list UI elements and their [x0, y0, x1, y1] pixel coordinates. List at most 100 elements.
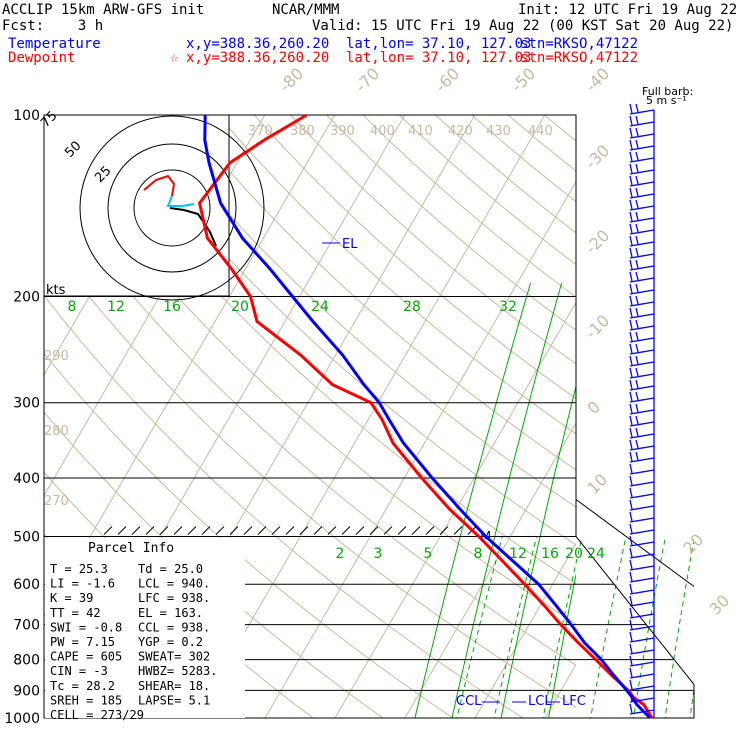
slant-edge: [575, 499, 695, 587]
wind-barbs: Full barb:5 m s⁻¹: [629, 85, 693, 718]
parcel-info-left: CELL = 273/29: [50, 708, 144, 722]
hatch-tick: [425, 526, 435, 535]
dry-adiabat-line: [253, 115, 576, 400]
wind-barb-staff: [629, 649, 655, 655]
isotherm-label: -30: [581, 141, 613, 173]
wind-barb-flag: [629, 175, 633, 186]
mixing-ratio-label: 32: [499, 299, 517, 315]
parcel-info-box: Parcel Info T = 25.3 Td = 25.0 LI = -1.6 LCL…: [45, 538, 245, 722]
theta-label: 380: [290, 124, 315, 139]
wind-barb-flag: [629, 223, 633, 234]
wind-barb-flag: [635, 307, 639, 317]
isotherm-label: -20: [581, 226, 613, 258]
isotherm-label: -70: [351, 64, 383, 96]
isotherm-label: 10: [583, 470, 611, 498]
parcel-info-left: K = 39: [50, 591, 93, 605]
wind-barb-staff: [629, 493, 655, 499]
wind-barb-flag: [629, 559, 633, 570]
wind-barb-flag: [629, 139, 633, 150]
wind-barb-flag: [635, 367, 639, 377]
parcel-info-left: T = 25.3: [50, 562, 108, 576]
isotherm-label: 30: [705, 591, 733, 619]
isotherm-label: -10: [581, 311, 613, 343]
wind-barb-flag: [629, 235, 633, 246]
wind-barb-staff: [629, 589, 655, 595]
wind-barb-flag: [629, 151, 633, 162]
wind-barb-flag: [629, 631, 633, 642]
wind-barb-staff: [629, 673, 655, 679]
wind-barb-staff: [629, 217, 655, 223]
wind-barb-flag: [635, 211, 639, 221]
dry-adiabat-line: [44, 294, 524, 718]
theta-label: 430: [486, 124, 511, 139]
wind-barb-flag: [635, 439, 639, 449]
isotherm-line: [685, 87, 740, 718]
wind-barb-staff: [629, 325, 655, 331]
wind-barb-flag: [629, 271, 633, 282]
wind-barb-staff: [629, 337, 655, 343]
hodograph-trace-upper: [143, 174, 176, 197]
mixing-ratio-line: [621, 283, 703, 731]
wind-barb-flag: [629, 523, 633, 534]
theta-label: 390: [330, 124, 355, 139]
wind-barb-staff: [629, 289, 655, 295]
wind-barb-staff: [629, 277, 655, 283]
theta-label: 440: [528, 124, 553, 139]
hatch-tick: [285, 526, 295, 535]
hatch-tick: [201, 526, 211, 535]
hatch-tick: [257, 526, 267, 535]
wind-barb-staff: [629, 481, 655, 487]
wind-barb-flag: [629, 667, 633, 678]
wind-barb-flag: [629, 343, 633, 354]
wind-barb-staff: [629, 709, 655, 715]
mixing-ratio-line: [548, 572, 576, 718]
theta-label: 370: [248, 124, 273, 139]
wind-barb-flag: [629, 331, 633, 342]
hatch-tick: [327, 526, 337, 535]
wind-barb-flag: [629, 511, 633, 522]
dry-adiabat-line: [44, 352, 454, 718]
hatch-tick: [131, 526, 141, 535]
sounding-profiles: [197, 113, 654, 720]
wind-barb-flag: [629, 295, 633, 306]
wind-barb-flag: [635, 331, 639, 341]
wind-barb-flag: [629, 163, 633, 174]
wind-barb-staff: [629, 565, 655, 571]
wind-barb-flag: [635, 127, 639, 137]
isotherm-label: -80: [275, 64, 307, 96]
wind-barb-staff: [629, 109, 655, 115]
isotherm-label: -50: [507, 64, 539, 96]
wind-barb-flag: [635, 295, 639, 305]
dry-adiabat-line: [434, 115, 576, 234]
wind-barb-flag: [629, 403, 633, 414]
wind-barb-flag: [635, 427, 639, 437]
temperature-legend: Temperature: [8, 36, 101, 52]
level-annotation: EL: [342, 237, 358, 252]
wind-barb-flag: [629, 679, 633, 690]
mixing-ratio-line: [500, 384, 576, 718]
institution-label: NCAR/MMM: [272, 2, 340, 18]
level-annotation: LFC: [562, 694, 586, 709]
temperature-station: stn=RKSO,47122: [520, 36, 639, 52]
wind-barb-flag: [629, 127, 633, 138]
pressure-tick-label: 1000: [4, 711, 40, 727]
wind-barb-flag: [635, 103, 639, 113]
wind-barb-staff: [629, 517, 655, 523]
wind-barb-flag: [629, 187, 633, 198]
hatch-tick: [439, 526, 449, 535]
wind-barb-staff: [629, 457, 655, 463]
wind-barb-flag: [629, 427, 633, 438]
wind-barb-flag: [635, 115, 639, 125]
dry-adiabat-line: [108, 115, 576, 546]
wind-barb-flag: [629, 535, 633, 546]
forecast-hour: Fcst: 3 h: [2, 18, 104, 34]
wind-barb-flag: [635, 259, 639, 269]
wind-barb-flag: [629, 367, 633, 378]
parcel-info-left: CIN = -3: [50, 664, 108, 678]
mixing-ratio-lines-lower: [456, 537, 694, 718]
level-annotation: CCL: [456, 694, 482, 709]
wind-barb-staff: [629, 661, 655, 667]
hatch-tick: [159, 526, 169, 535]
wind-barb-staff: [629, 133, 655, 139]
wind-barb-staff: [629, 193, 655, 199]
